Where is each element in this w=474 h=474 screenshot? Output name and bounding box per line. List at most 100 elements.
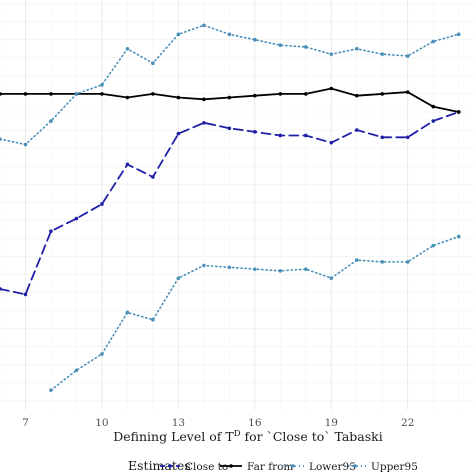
- data-point: [405, 90, 410, 94]
- data-point: [456, 234, 461, 239]
- data-point: [329, 276, 334, 280]
- x-axis-title-rest: for `Close to` Tabaski: [241, 429, 383, 444]
- data-point: [0, 287, 2, 291]
- data-point: [354, 46, 359, 51]
- grid: [0, 0, 474, 410]
- legend-label: Upper95: [371, 461, 418, 473]
- data-point: [23, 292, 28, 297]
- data-point: [253, 267, 257, 271]
- x-tick-label: 16: [248, 417, 262, 429]
- data-point: [151, 92, 155, 96]
- legend-key-point: [353, 464, 357, 468]
- data-point: [49, 388, 53, 392]
- data-point: [74, 92, 79, 96]
- data-point: [278, 269, 283, 273]
- x-axis-title-superscript: D: [234, 429, 241, 439]
- data-point: [380, 135, 385, 140]
- data-point: [227, 95, 232, 100]
- data-point: [278, 133, 283, 138]
- data-point: [380, 52, 385, 56]
- data-point: [125, 162, 130, 167]
- x-axis-ticks: 7 10 13 16 19 22: [22, 417, 414, 429]
- series-upper95: [0, 23, 461, 147]
- x-axis-title-main: Defining Level of T: [113, 429, 234, 444]
- legend-title: Estimates: [128, 458, 191, 473]
- data-point: [304, 133, 308, 138]
- data-point: [202, 263, 206, 268]
- legend-key-point: [168, 464, 172, 468]
- legend-key-point: [291, 464, 295, 468]
- legend-item: Upper95: [344, 461, 418, 473]
- data-point: [125, 46, 130, 51]
- data-point: [49, 119, 53, 123]
- series-layer: [0, 23, 461, 392]
- data-point: [202, 97, 206, 102]
- data-point: [151, 317, 155, 322]
- data-point: [354, 128, 359, 132]
- data-point: [431, 39, 436, 44]
- data-point: [405, 54, 410, 58]
- x-tick-label: 7: [22, 417, 29, 429]
- data-point: [151, 61, 155, 66]
- data-point: [354, 93, 359, 98]
- data-point: [253, 37, 257, 42]
- data-point: [125, 310, 130, 315]
- data-point: [151, 175, 155, 179]
- data-point: [329, 140, 334, 145]
- data-point: [278, 43, 283, 47]
- data-point: [304, 45, 308, 49]
- data-point: [431, 119, 436, 123]
- data-point: [227, 126, 232, 131]
- data-point: [176, 276, 181, 280]
- data-point: [23, 142, 28, 147]
- data-point: [100, 352, 104, 356]
- legend-label: Close to: [185, 461, 228, 473]
- data-point: [100, 202, 104, 206]
- legend-item: Lower95: [282, 461, 356, 473]
- data-point: [0, 137, 2, 141]
- data-point: [23, 92, 28, 96]
- data-point: [380, 92, 385, 96]
- legend-key-point: [229, 464, 233, 468]
- x-tick-label: 13: [172, 417, 185, 429]
- data-point: [329, 52, 334, 56]
- data-point: [227, 32, 232, 37]
- data-point: [202, 121, 206, 125]
- data-point: [176, 95, 181, 100]
- legend-keys: Close to Far from Lower95 Upper95: [160, 461, 418, 473]
- data-point: [456, 32, 461, 37]
- data-point: [202, 23, 206, 28]
- data-point: [100, 83, 104, 87]
- x-tick-label: 22: [401, 417, 414, 429]
- data-point: [74, 216, 79, 221]
- data-point: [49, 92, 53, 96]
- data-point: [380, 260, 385, 264]
- data-point: [405, 135, 410, 140]
- data-point: [278, 92, 283, 96]
- series-lower95: [49, 234, 461, 392]
- data-point: [304, 267, 308, 271]
- data-point: [227, 265, 232, 270]
- data-point: [49, 229, 53, 233]
- data-point: [431, 104, 436, 109]
- x-axis-title: Defining Level of TD for `Close to` Taba…: [113, 429, 383, 444]
- data-point: [176, 32, 181, 37]
- legend-label: Lower95: [309, 461, 356, 473]
- x-tick-label: 19: [325, 417, 338, 429]
- data-point: [74, 368, 79, 373]
- data-point: [431, 243, 436, 248]
- data-point: [456, 110, 461, 114]
- data-point: [304, 92, 308, 96]
- data-point: [253, 93, 257, 98]
- data-point: [176, 131, 181, 136]
- data-point: [253, 130, 257, 134]
- data-point: [354, 258, 359, 262]
- data-point: [0, 92, 2, 96]
- data-point: [405, 260, 410, 264]
- legend-item: Close to: [160, 461, 228, 473]
- data-point: [125, 95, 130, 100]
- legend-item: Far from: [220, 461, 293, 473]
- x-tick-label: 10: [95, 417, 108, 429]
